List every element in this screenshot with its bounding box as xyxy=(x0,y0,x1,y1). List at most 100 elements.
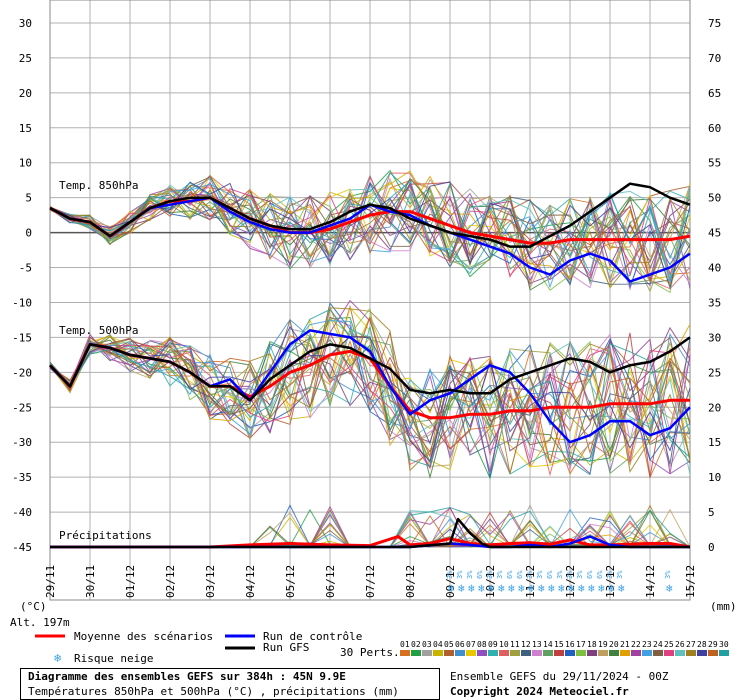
pert-swatch xyxy=(477,650,487,656)
pert-number: 07 xyxy=(466,640,476,649)
pert-number: 21 xyxy=(620,640,630,649)
pert-legend: 01 02 03 04 05 06 07 08 09 10 11 12 13 14 15 16 17 18 19 20… xyxy=(400,640,729,656)
pert-swatch xyxy=(664,650,674,656)
snowflake-icon: ❄ xyxy=(488,582,495,595)
right-tick-label: 30 xyxy=(708,331,721,344)
x-date-label: 07/12 xyxy=(364,565,377,598)
pert-swatch xyxy=(433,650,443,656)
pert-line xyxy=(49,328,691,467)
pert-number: 22 xyxy=(631,640,641,649)
pert-number: 27 xyxy=(686,640,696,649)
left-tick-label: -35 xyxy=(12,471,32,484)
pert-swatch xyxy=(653,650,663,656)
left-tick-label: -20 xyxy=(12,366,32,379)
pert-number: 09 xyxy=(488,640,498,649)
pert-swatch xyxy=(697,650,707,656)
legend-mean-label: Moyenne des scénarios xyxy=(74,630,213,643)
pert-number: 14 xyxy=(543,640,553,649)
pert-number: 02 xyxy=(411,640,421,649)
snowflake-icon: ❄ xyxy=(568,582,575,595)
right-unit: (mm) xyxy=(710,600,737,613)
snow-pct-label: 6% xyxy=(546,570,554,579)
snow-pct-label: 6% xyxy=(586,570,594,579)
pert-swatch xyxy=(719,650,729,656)
pert-number: 05 xyxy=(444,640,454,649)
snow-pct-label: 3% xyxy=(446,570,454,579)
series-850hPa-gfs xyxy=(49,182,691,248)
pert-swatch xyxy=(466,650,476,656)
snowflake-icon: ❄ xyxy=(538,582,545,595)
copyright: Copyright 2024 Meteociel.fr xyxy=(450,685,629,698)
pert-line xyxy=(49,302,691,478)
series-precip-gfs xyxy=(50,517,690,549)
pert-number: 11 xyxy=(510,640,520,649)
left-tick-label: 10 xyxy=(19,157,32,170)
pert-number: 08 xyxy=(477,640,487,649)
pert-swatch xyxy=(554,650,564,656)
legend-perts-label: 30 Perts. xyxy=(340,646,400,659)
pert-swatch xyxy=(411,650,421,656)
left-axis-ticks: 30 25 20 15 10 5 0 -5 -10 -15 -20 -25 -30 -35 -40 -45 xyxy=(12,17,32,554)
x-date-label: 08/12 xyxy=(404,565,417,598)
pert-line xyxy=(49,308,691,476)
left-unit: (°C) xyxy=(20,600,47,613)
pert-swatch xyxy=(686,650,696,656)
pert-swatch xyxy=(598,650,608,656)
x-date-label: 02/12 xyxy=(164,565,177,598)
x-date-label: 11/12 xyxy=(524,565,537,598)
x-date-label: 05/12 xyxy=(284,565,297,598)
pert-swatch xyxy=(455,650,465,656)
pert-number: 28 xyxy=(697,640,707,649)
pert-swatch xyxy=(422,650,432,656)
chart-title: Diagramme des ensembles GEFS sur 384h : … xyxy=(28,670,346,683)
legend-snow-label: Risque neige xyxy=(74,652,153,665)
x-date-label: 30/11 xyxy=(84,565,97,598)
right-tick-label: 40 xyxy=(708,262,721,275)
left-tick-label: -15 xyxy=(12,331,32,344)
pert-swatch xyxy=(576,650,586,656)
pert-swatch xyxy=(510,650,520,656)
left-tick-label: 25 xyxy=(19,52,32,65)
x-date-label: 06/12 xyxy=(324,565,337,598)
snowflake-icon: ❄ xyxy=(498,582,505,595)
right-tick-label: 45 xyxy=(708,227,721,240)
snowflake-icon: ❄ xyxy=(448,582,455,595)
pert-number: 30 xyxy=(719,640,729,649)
snowflake-icon: ❄ xyxy=(518,582,525,595)
pert-number: 24 xyxy=(653,640,663,649)
left-tick-label: -5 xyxy=(19,262,32,275)
right-tick-label: 15 xyxy=(708,436,721,449)
right-tick-label: 35 xyxy=(708,296,721,309)
snowflake-icon: ❄ xyxy=(478,582,485,595)
x-date-label: 09/12 xyxy=(444,565,457,598)
snow-pct-label: 6% xyxy=(596,570,604,579)
snowflake-icon: ❄ xyxy=(458,582,465,595)
pert-line xyxy=(49,304,691,462)
pert-swatch xyxy=(532,650,542,656)
pert-swatch xyxy=(499,650,509,656)
snow-risk-row: 3%❄3%❄3%❄6%❄3%❄3%❄6%❄6%❄3%❄3%❄6%❄3%❄3%❄3… xyxy=(446,570,673,595)
right-tick-label: 5 xyxy=(708,506,715,519)
pert-line xyxy=(49,315,691,464)
snowflake-icon: ❄ xyxy=(578,582,585,595)
pert-line xyxy=(49,325,691,463)
snowflake-icon: ❄ xyxy=(666,582,673,595)
pert-number: 13 xyxy=(532,640,542,649)
snow-pct-label: 3% xyxy=(466,570,474,579)
snow-pct-label: 3% xyxy=(456,570,464,579)
label-t500: Temp. 500hPa xyxy=(59,324,138,337)
snowflake-icon: ❄ xyxy=(528,582,535,595)
altitude: Alt. 197m xyxy=(10,616,70,629)
pert-number: 10 xyxy=(499,640,509,649)
right-tick-label: 20 xyxy=(708,401,721,414)
left-tick-label: 30 xyxy=(19,17,32,30)
pert-swatch xyxy=(521,650,531,656)
x-date-label: 10/12 xyxy=(484,565,497,598)
x-date-label: 04/12 xyxy=(244,565,257,598)
snowflake-icon: ❄ xyxy=(548,582,555,595)
left-tick-label: -30 xyxy=(12,436,32,449)
pert-line xyxy=(49,178,691,291)
series-500hPa-gfs xyxy=(49,336,691,402)
pert-line xyxy=(49,299,691,475)
right-tick-label: 10 xyxy=(708,471,721,484)
